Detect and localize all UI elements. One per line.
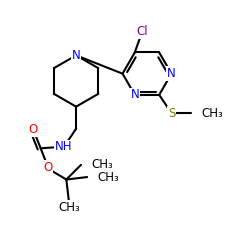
Text: N: N — [130, 88, 139, 101]
Text: N: N — [167, 67, 176, 80]
Text: CH₃: CH₃ — [58, 201, 80, 214]
Text: NH: NH — [55, 140, 73, 153]
Text: CH₃: CH₃ — [202, 107, 223, 120]
Text: S: S — [168, 107, 175, 120]
Text: O: O — [44, 161, 53, 174]
Text: CH₃: CH₃ — [91, 158, 113, 171]
Text: N: N — [72, 49, 80, 62]
Text: CH₃: CH₃ — [98, 170, 119, 183]
Text: Cl: Cl — [136, 25, 148, 38]
Text: O: O — [29, 124, 38, 136]
